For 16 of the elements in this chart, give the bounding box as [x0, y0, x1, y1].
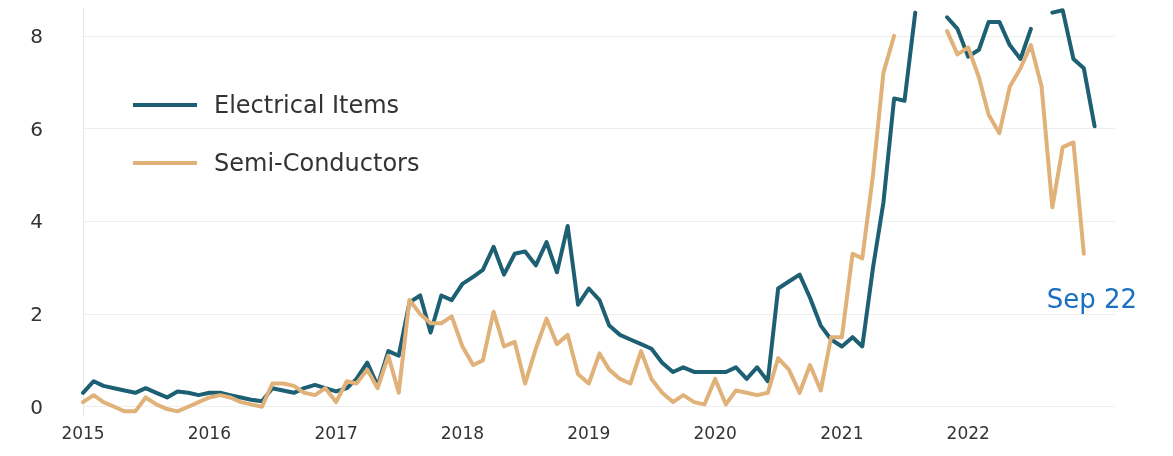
x-tick-label: 2022 — [946, 422, 990, 443]
x-tick-label: 2019 — [567, 422, 611, 443]
y-tick-label: 4 — [30, 209, 43, 234]
legend-label: Semi-Conductors — [214, 149, 420, 177]
y-tick-label: 6 — [30, 116, 43, 141]
x-tick-label: 2021 — [820, 422, 864, 443]
x-tick-label: 2015 — [61, 422, 105, 443]
x-tick-label: 2016 — [187, 422, 231, 443]
y-tick-label: 2 — [30, 302, 43, 326]
x-tick-label: 2020 — [693, 422, 737, 443]
y-tick-label: 0 — [30, 394, 43, 419]
x-tick-label: 2018 — [440, 422, 485, 443]
annotation: Sep 22 — [1046, 284, 1138, 314]
legend-label: Electrical Items — [214, 91, 400, 119]
y-tick-label: 8 — [30, 23, 43, 48]
x-tick-label: 2017 — [314, 422, 358, 443]
